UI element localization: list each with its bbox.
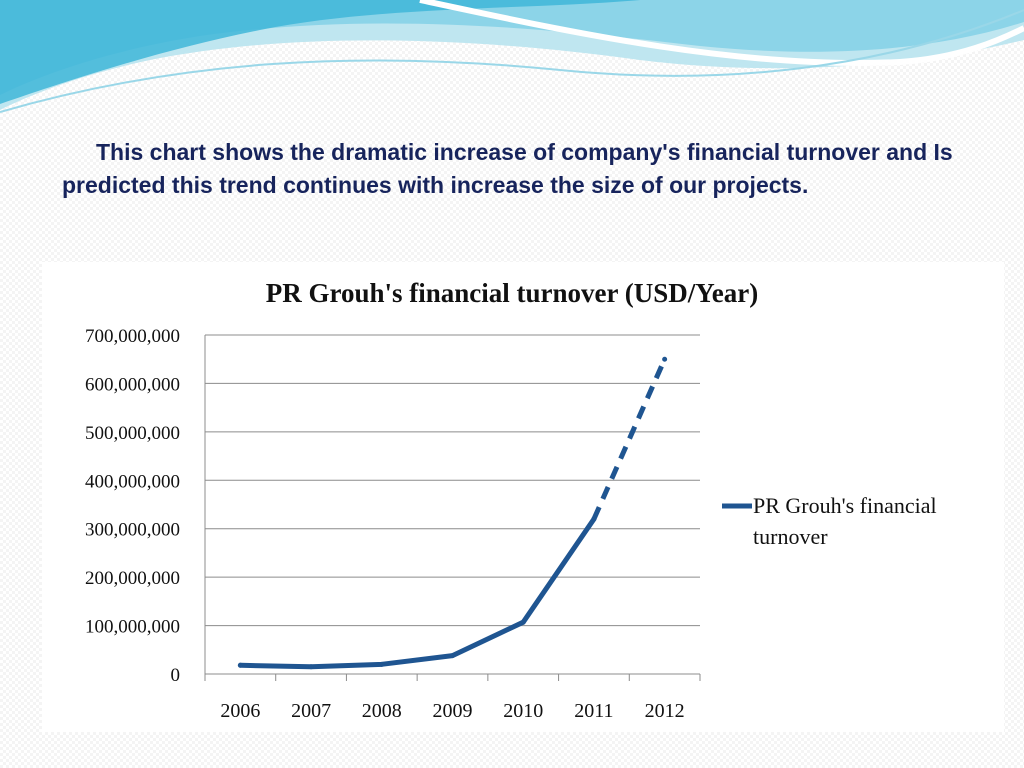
gridlines [205, 334, 700, 627]
data-point [450, 653, 455, 659]
x-tick-label: 2012 [645, 700, 685, 722]
data-point [662, 356, 668, 362]
x-tick-label: 2011 [574, 700, 613, 722]
x-tick-label: 2010 [503, 700, 543, 722]
x-axis-tick-labels: 2006 2007 2008 2009 2010 2011 2012 [220, 700, 684, 722]
x-tick-label: 2008 [362, 700, 402, 722]
x-tick-label: 2007 [291, 700, 331, 722]
data-point [520, 619, 526, 625]
y-tick-label: 700,000,000 [85, 326, 180, 347]
turnover-line-chart: PR Grouh's financial turnover (USD/Year)… [85, 278, 937, 722]
y-tick-label: 500,000,000 [85, 423, 180, 444]
x-tick-label: 2009 [433, 700, 473, 722]
y-tick-label: 200,000,000 [85, 568, 180, 589]
data-point [237, 662, 243, 668]
series-line-projected [591, 358, 667, 521]
series-lines [237, 356, 668, 670]
data-point [591, 516, 597, 522]
y-tick-label: 600,000,000 [85, 374, 180, 395]
y-tick-label: 400,000,000 [85, 471, 180, 492]
chart-title: PR Grouh's financial turnover (USD/Year) [266, 278, 759, 308]
y-tick-label: 300,000,000 [85, 520, 180, 541]
y-axis-tick-labels: 0 100,000,000 200,000,000 300,000,000 400,00… [85, 326, 180, 686]
axes [204, 335, 701, 681]
x-tick-label: 2006 [220, 700, 260, 722]
legend: PR Grouh's financial turnover [722, 493, 937, 549]
legend-label: PR Grouh's financial turnover [753, 493, 937, 549]
data-point [379, 661, 385, 667]
chart-panel: PR Grouh's financial turnover (USD/Year)… [42, 262, 1004, 732]
y-tick-label: 0 [171, 665, 181, 686]
intro-paragraph: This chart shows the dramatic increase o… [62, 139, 953, 198]
series-line-actual [237, 516, 597, 670]
data-point [308, 664, 314, 670]
y-tick-label: 100,000,000 [85, 617, 180, 638]
header-wave-decoration [0, 0, 1024, 113]
